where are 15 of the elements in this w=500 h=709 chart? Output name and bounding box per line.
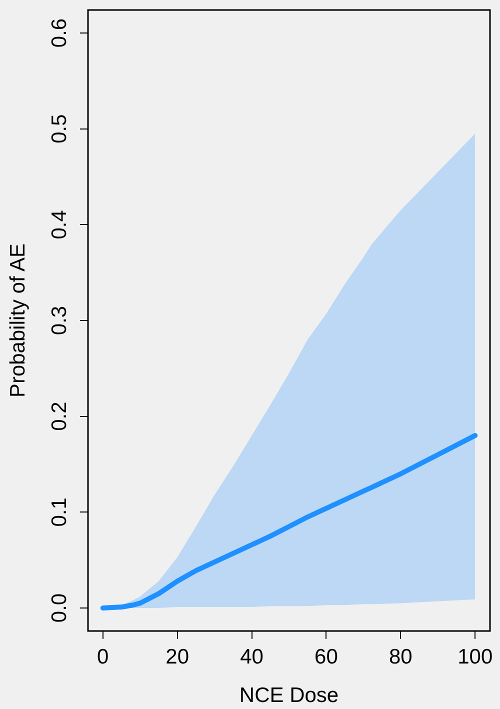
y-tick-label: 0.1	[48, 498, 71, 527]
y-tick-label: 0.3	[48, 306, 71, 336]
x-tick-label: 80	[388, 645, 412, 668]
x-tick-label: 40	[240, 645, 264, 668]
y-tick-label: 0.6	[48, 18, 71, 48]
y-tick-label: 0.2	[48, 402, 71, 431]
x-tick-label: 0	[97, 645, 109, 668]
x-tick-label: 100	[458, 645, 493, 668]
x-axis-title: NCE Dose	[239, 684, 339, 708]
y-tick-label: 0.4	[48, 210, 71, 240]
y-axis-title: Probability of AE	[6, 243, 30, 398]
x-tick-label: 20	[166, 645, 190, 668]
y-tick-label: 0.0	[48, 593, 71, 623]
x-tick-label: 60	[314, 645, 338, 668]
y-tick-label: 0.5	[48, 114, 71, 144]
